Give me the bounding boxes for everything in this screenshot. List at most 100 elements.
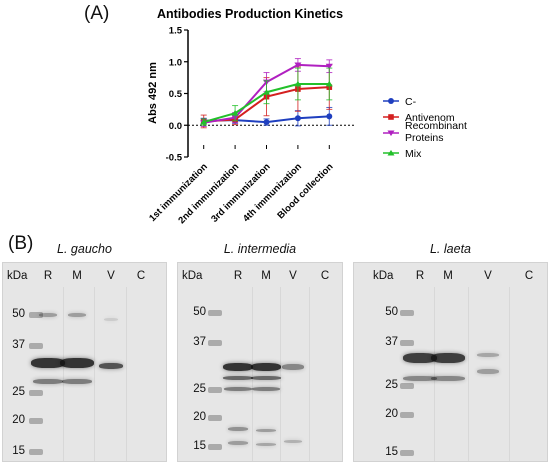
- lane-separator: [279, 287, 281, 461]
- blot-membrane: kDa R M V C 50 37 25 20 15: [2, 262, 167, 462]
- protein-band: [228, 441, 248, 445]
- protein-band: [403, 375, 437, 381]
- ladder-band: [29, 312, 43, 318]
- protein-band: [256, 428, 276, 432]
- kda-header: kDa: [373, 270, 394, 282]
- blot-l-intermedia: L. intermedia kDa R M V C 50 37 25 20 15: [177, 242, 343, 462]
- protein-band: [284, 439, 302, 443]
- data-point: [387, 149, 395, 156]
- marker-label: 50: [12, 308, 25, 320]
- ladder-band: [29, 390, 43, 396]
- protein-band: [223, 376, 253, 380]
- lane-label: V: [107, 270, 115, 282]
- protein-band: [33, 378, 63, 384]
- data-point: [325, 80, 333, 87]
- panel-b-label: (B): [8, 233, 34, 254]
- kda-header: kDa: [182, 270, 203, 282]
- blot-title: L. laeta: [429, 242, 471, 256]
- ladder-band: [400, 383, 414, 389]
- protein-band: [224, 387, 252, 391]
- marker-label: 15: [193, 440, 206, 452]
- ladder-band: [208, 310, 222, 316]
- y-tick-label: 1.0: [169, 57, 182, 68]
- ladder-band: [208, 444, 222, 450]
- protein-band: [68, 313, 86, 317]
- chart-title: Antibodies Production Kinetics: [157, 7, 343, 21]
- marker-label: 50: [193, 306, 206, 318]
- protein-band: [431, 375, 465, 381]
- legend-label: Proteins: [405, 132, 444, 144]
- y-tick-label: 1.5: [169, 26, 183, 37]
- data-point: [263, 119, 270, 126]
- lane-separator: [126, 287, 127, 461]
- series-mix: [200, 67, 333, 126]
- ladder-band: [29, 449, 43, 455]
- ladder-band: [208, 340, 222, 346]
- marker-label: 37: [193, 336, 206, 348]
- ladder-band: [400, 340, 414, 346]
- panel-a-label: (A): [84, 3, 110, 24]
- marker-label: 20: [12, 414, 25, 426]
- protein-band: [60, 358, 94, 368]
- lane-separator: [309, 287, 310, 461]
- marker-label: 25: [193, 383, 206, 395]
- data-point: [387, 130, 395, 137]
- marker-label: 25: [12, 386, 25, 398]
- marker-label: 20: [193, 411, 206, 423]
- lane-separator: [468, 287, 469, 461]
- ladder-band: [400, 450, 414, 456]
- data-point: [326, 113, 333, 120]
- data-point: [388, 98, 394, 104]
- lane-label: C: [320, 270, 330, 282]
- ladder-band: [208, 387, 222, 393]
- marker-label: 15: [385, 446, 398, 458]
- lane-label: R: [415, 270, 425, 282]
- protein-band: [31, 358, 65, 368]
- data-point: [325, 63, 333, 70]
- legend-label: Antivenom: [405, 112, 455, 124]
- ladder-band: [400, 310, 414, 316]
- line-chart: Antibodies Production Kinetics Abs 492 n…: [147, 7, 467, 226]
- blot-title: L. intermedia: [223, 242, 297, 256]
- ladder-band: [29, 418, 43, 424]
- x-tick-label: Blood collection: [275, 161, 335, 221]
- blot-l-laeta: L. laeta kDa R M V C 50 37 25 20 15: [353, 242, 548, 462]
- marker-label: 20: [385, 408, 398, 420]
- protein-band: [228, 427, 248, 431]
- protein-band: [403, 353, 437, 363]
- protein-band: [431, 353, 465, 363]
- lane-label: M: [72, 270, 82, 282]
- lane-label: V: [484, 270, 492, 282]
- protein-band: [62, 378, 92, 384]
- lane-label: M: [443, 270, 453, 282]
- lane-separator: [62, 287, 64, 461]
- ladder-band: [208, 415, 222, 421]
- lane-separator: [434, 287, 435, 461]
- legend-item: Antivenom: [383, 112, 455, 124]
- legend-label: C-: [405, 96, 417, 108]
- legend-label: Mix: [405, 148, 422, 160]
- data-point: [231, 110, 239, 116]
- legend-label: Recombinant: [405, 120, 467, 132]
- blot-membrane: kDa R M V C 50 37 25 20 15: [353, 262, 548, 462]
- data-point: [200, 118, 208, 125]
- legend-item: C-: [383, 96, 417, 108]
- marker-label: 15: [12, 445, 25, 457]
- x-tick-label: 4th immunization: [241, 161, 304, 224]
- data-point: [388, 114, 394, 120]
- marker-label: 37: [385, 336, 398, 348]
- lane-separator: [508, 287, 510, 461]
- marker-label: 25: [385, 379, 398, 391]
- lane-label: V: [289, 270, 297, 282]
- ladder-band: [400, 412, 414, 418]
- blot-membrane: kDa R M V C 50 37 25 20 15: [177, 262, 343, 462]
- lane-label: C: [524, 270, 534, 282]
- lane-label: M: [261, 270, 271, 282]
- protein-band: [256, 442, 276, 446]
- marker-label: 50: [385, 306, 398, 318]
- data-point: [263, 89, 270, 95]
- data-point: [294, 115, 301, 122]
- ladder-band: [29, 343, 43, 349]
- protein-band: [251, 363, 281, 371]
- protein-band: [104, 317, 118, 321]
